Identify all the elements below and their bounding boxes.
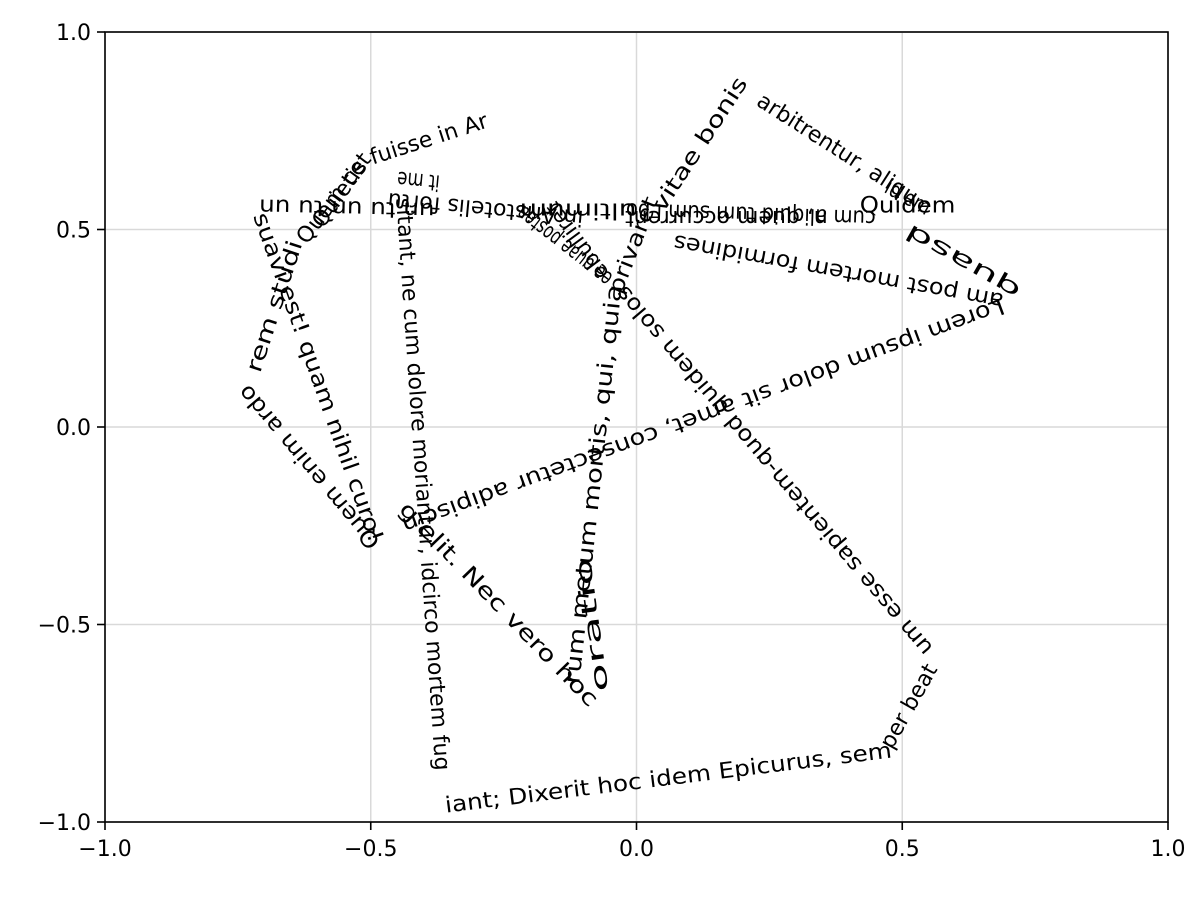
y-tick-label: −0.5 [38,614,91,639]
x-tick-label: −0.5 [344,837,397,862]
text-path-segment: Quidem [860,193,956,218]
y-tick-label: 1.0 [56,21,91,46]
text-path-segment: un tu un tu un [259,193,435,222]
y-tick-label: 0.5 [56,219,91,244]
y-tick-label: −1.0 [38,811,91,836]
x-tick-label: 1.0 [1151,837,1186,862]
axis-ticks: −1.0 −0.5 0.0 0.5 1.0 −1.0 −0.5 0.0 0.5 1.0 [38,21,1186,862]
x-tick-label: 0.0 [619,837,654,862]
text-path-segment: ultimum [520,197,637,222]
text-path-segment: it me [396,166,441,195]
x-tick-label: −1.0 [78,837,131,862]
text-path-segment: n, quem occurrent [625,205,828,230]
x-tick-label: 0.5 [885,837,920,862]
y-tick-label: 0.0 [56,416,91,441]
